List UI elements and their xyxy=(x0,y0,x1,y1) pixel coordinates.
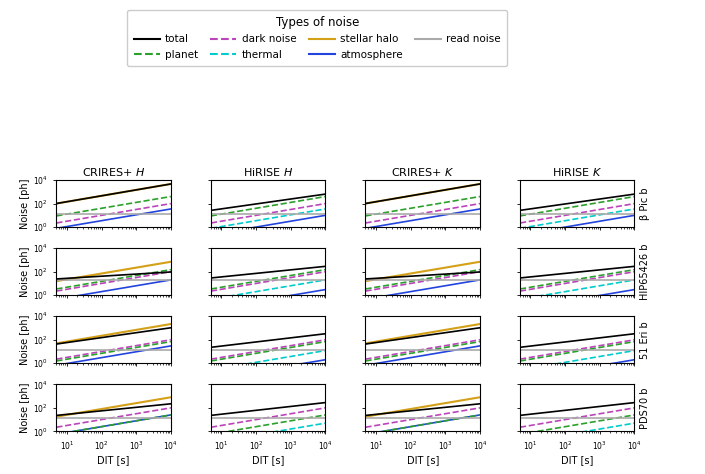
Title: CRIRES+ $K$: CRIRES+ $K$ xyxy=(391,166,455,178)
X-axis label: DIT [s]: DIT [s] xyxy=(407,455,439,465)
X-axis label: DIT [s]: DIT [s] xyxy=(561,455,594,465)
Y-axis label: Noise [ph]: Noise [ph] xyxy=(20,246,30,297)
Text: HIP65426 b: HIP65426 b xyxy=(640,244,650,300)
Text: PDS70 b: PDS70 b xyxy=(640,387,650,428)
X-axis label: DIT [s]: DIT [s] xyxy=(252,455,284,465)
Y-axis label: Noise [ph]: Noise [ph] xyxy=(20,178,30,229)
Y-axis label: Noise [ph]: Noise [ph] xyxy=(20,383,30,433)
Title: HiRISE $K$: HiRISE $K$ xyxy=(552,166,602,178)
Y-axis label: Noise [ph]: Noise [ph] xyxy=(20,315,30,365)
Title: HiRISE $H$: HiRISE $H$ xyxy=(243,166,293,178)
Text: 51 Eri b: 51 Eri b xyxy=(640,321,650,359)
Text: β Pic b: β Pic b xyxy=(640,187,650,220)
X-axis label: DIT [s]: DIT [s] xyxy=(97,455,130,465)
Legend: total, planet, dark noise, thermal, stellar halo, atmosphere, read noise: total, planet, dark noise, thermal, stel… xyxy=(127,10,508,66)
Title: CRIRES+ $H$: CRIRES+ $H$ xyxy=(82,166,145,178)
